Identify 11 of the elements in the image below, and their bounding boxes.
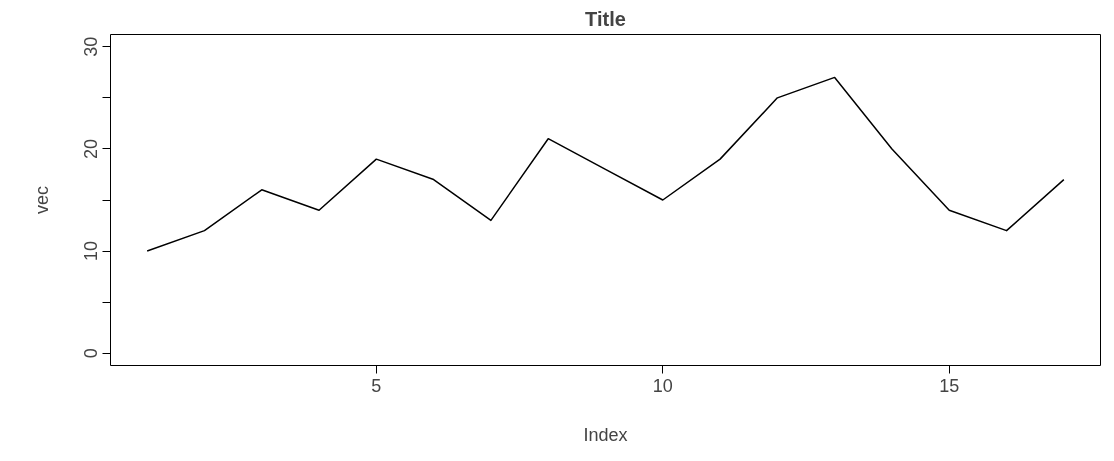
y-tick-label: 20 bbox=[81, 138, 102, 159]
y-tick-label: 10 bbox=[81, 241, 102, 262]
x-axis-title: Index bbox=[583, 424, 628, 445]
x-tick-label: 10 bbox=[652, 375, 673, 396]
line-series bbox=[146, 76, 1065, 252]
y-tick-label: 30 bbox=[81, 36, 102, 57]
x-tick-label: 15 bbox=[939, 375, 960, 396]
y-tick-label: 0 bbox=[81, 348, 102, 359]
y-axis-title: vec bbox=[31, 185, 52, 215]
x-tick-label: 5 bbox=[371, 375, 382, 396]
chart-title: Title bbox=[585, 7, 626, 30]
